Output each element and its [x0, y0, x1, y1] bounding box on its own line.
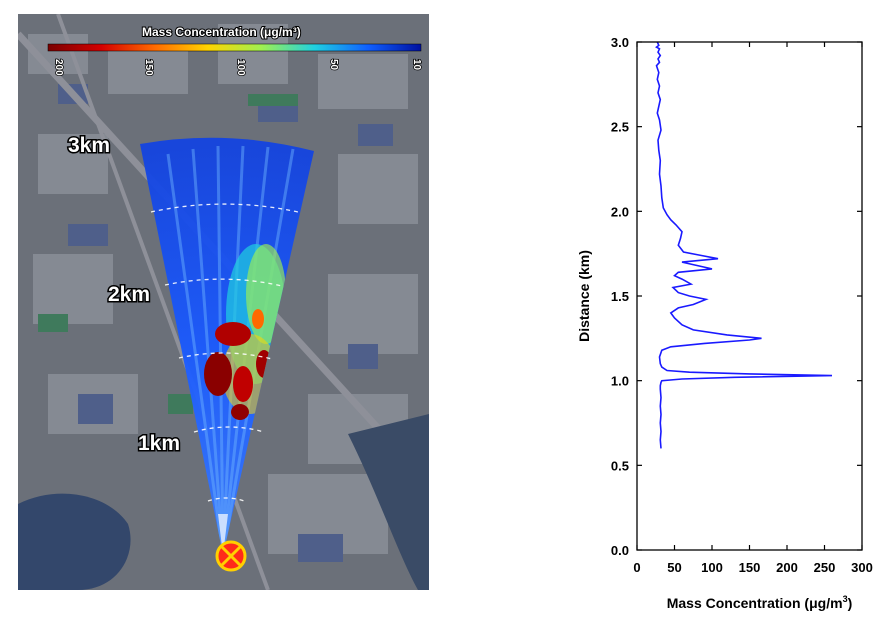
x-tick-label: 50 [667, 560, 681, 575]
colorbar-gradient [47, 43, 422, 52]
x-tick-label: 250 [814, 560, 836, 575]
colorbar-tick-100: 100 [235, 59, 246, 76]
y-tick-label: 0.0 [611, 543, 629, 558]
colorbar-tick-200: 200 [53, 59, 64, 76]
distance-label-2km: 2km [108, 283, 150, 306]
x-tick-label: 300 [851, 560, 873, 575]
y-axis-ticks: 0.0 0.5 1.0 1.5 2.0 2.5 3.0 [611, 35, 862, 558]
lidar-location-marker [215, 540, 247, 572]
profile-chart-panel: 0.0 0.5 1.0 1.5 2.0 2.5 3.0 0 50 100 150 200 250 300… [560, 20, 891, 620]
x-axis-label-suffix: ) [848, 595, 853, 611]
plot-frame [636, 41, 863, 551]
x-axis-label-unit: g/m [818, 595, 843, 611]
x-tick-label: 0 [633, 560, 640, 575]
y-axis-label: Distance (km) [576, 250, 592, 342]
colorbar: Mass Concentration (μg/m³) 200 150 100 5… [47, 24, 423, 77]
distance-label-3km: 3km [68, 134, 110, 157]
lidar-map-svg: 3km 2km 1km Mass Concentration (μg/m³) 2… [15, 13, 432, 591]
x-axis-label: Mass Concentration (μg/m3) [667, 594, 853, 611]
x-tick-label: 200 [776, 560, 798, 575]
x-axis-label-mu: μ [809, 595, 818, 611]
y-tick-label: 2.0 [611, 204, 629, 219]
colorbar-title: Mass Concentration (μg/m³) [142, 25, 301, 39]
y-tick-label: 1.5 [611, 289, 629, 304]
y-tick-label: 2.5 [611, 120, 629, 135]
lidar-map-panel: 3km 2km 1km Mass Concentration (μg/m³) 2… [15, 13, 432, 591]
colorbar-tick-50: 50 [328, 59, 339, 71]
y-tick-label: 3.0 [611, 35, 629, 50]
profile-chart: 0.0 0.5 1.0 1.5 2.0 2.5 3.0 0 50 100 150 200 250 300… [576, 35, 873, 611]
distance-label-1km: 1km [138, 432, 180, 455]
profile-series-line [655, 41, 833, 449]
y-tick-label: 0.5 [611, 458, 629, 473]
x-tick-label: 100 [701, 560, 723, 575]
x-axis-ticks: 0 50 100 150 200 250 300 [633, 42, 873, 575]
x-tick-label: 150 [739, 560, 761, 575]
colorbar-tick-150: 150 [143, 59, 154, 76]
x-axis-label-exponent: 3 [843, 594, 848, 604]
y-tick-label: 1.0 [611, 374, 629, 389]
colorbar-tick-10: 10 [411, 59, 422, 71]
x-axis-label-prefix: Mass Concentration ( [667, 595, 810, 611]
